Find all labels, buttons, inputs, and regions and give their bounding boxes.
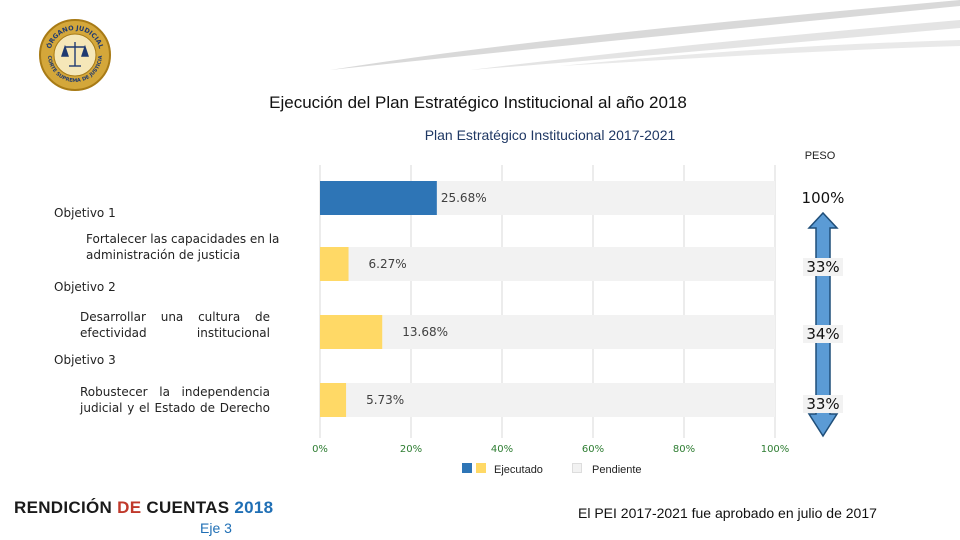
objective-1-title: Objetivo 1 [54,206,116,220]
legend-swatch-ejecutado-blue [462,463,472,473]
peso-label: PESO [804,150,836,162]
x-tick-label-4: 80% [673,444,695,455]
data-label-ejecutado-1: 6.27% [369,257,407,271]
x-tick-label-5: 100% [761,444,790,455]
legend-label-pendiente: Pendiente [592,464,642,476]
weight-label-bg-2 [803,325,843,343]
bar-pendiente-2 [382,315,775,349]
weight-label-2: 34% [806,325,839,343]
weight-label-bg-1 [803,258,843,276]
data-label-ejecutado-2: 13.68% [402,325,448,339]
page-title: Ejecución del Plan Estratégico Instituci… [269,93,687,112]
eje-label: Eje 3 [200,520,232,536]
bar-ejecutado-1 [320,247,349,281]
bar-pendiente-1 [348,247,775,281]
x-tick-label-3: 60% [582,444,604,455]
brand-year: 2018 [234,498,274,517]
bar-ejecutado-2 [320,315,383,349]
x-tick-label-1: 20% [400,444,422,455]
weight-label-3: 33% [806,395,839,413]
legend-swatch-ejecutado-yellow [476,463,486,473]
weight-label-0: 100% [802,189,845,207]
logo-seal: ÓRGANO JUDICIAL CORTE SUPREMA DE JUSTICI… [39,19,111,91]
brand-word-1: RENDICIÓN [14,498,113,517]
scales-of-justice-icon [61,42,89,67]
data-label-ejecutado-0: 25.68% [441,191,487,205]
objective-3-desc: Robustecer la independencia judicial y e… [80,385,270,415]
footer-brand: RENDICIÓN DE CUENTAS 2018 [14,498,273,518]
objective-1-desc: Fortalecer las capacidades en la adminis… [86,232,280,262]
bar-pendiente-0 [436,181,775,215]
bar-pendiente-3 [346,383,775,417]
chart-subtitle: Plan Estratégico Institucional 2017-2021 [424,127,676,143]
bar-ejecutado-3 [320,383,347,417]
data-label-ejecutado-3: 5.73% [366,393,404,407]
approval-note: El PEI 2017-2021 fue aprobado en julio d… [578,505,877,521]
bar-ejecutado-0 [320,181,437,215]
x-tick-label-2: 40% [491,444,513,455]
header-swoosh-decoration [330,0,960,70]
objective-2-desc: Desarrollar una cultura de efectividad i… [80,310,270,340]
weight-label-bg-3 [803,395,843,413]
legend-swatch-pendiente [572,463,582,473]
objective-3-title: Objetivo 3 [54,353,116,367]
brand-word-2: DE [117,498,142,517]
brand-word-3: CUENTAS [146,498,230,517]
legend-label-ejecutado: Ejecutado [494,464,543,476]
objective-2-title: Objetivo 2 [54,280,116,294]
weight-label-1: 33% [806,258,839,276]
x-tick-label-0: 0% [312,444,328,455]
